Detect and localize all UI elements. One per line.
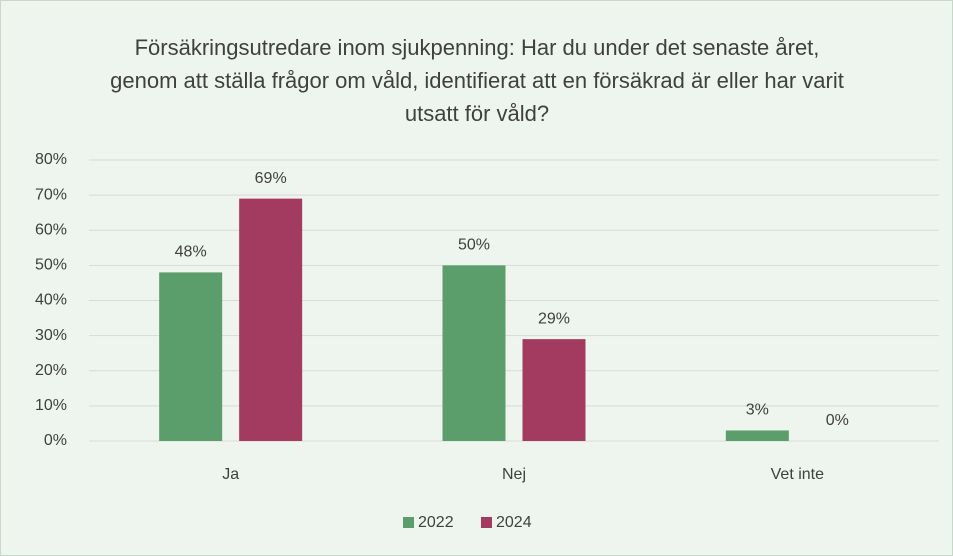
- value-label: 48%: [175, 244, 207, 261]
- value-label: 29%: [538, 310, 570, 327]
- chart-title: Försäkringsutredare inom sjukpenning: Ha…: [110, 35, 844, 126]
- value-label: 0%: [826, 412, 849, 429]
- y-tick-label: 30%: [35, 327, 67, 344]
- x-tick-label: Ja: [222, 466, 239, 483]
- value-label: 69%: [255, 170, 287, 187]
- value-label: 50%: [458, 237, 490, 254]
- bar: [239, 198, 303, 441]
- y-tick-label: 80%: [35, 151, 67, 168]
- value-label: 3%: [746, 402, 769, 419]
- y-tick-label: 20%: [35, 362, 67, 379]
- bar: [442, 265, 506, 441]
- y-tick-label: 60%: [35, 221, 67, 238]
- legend-swatch: [481, 517, 492, 528]
- bar: [725, 430, 789, 441]
- x-tick-label: Vet inte: [771, 466, 824, 483]
- legend-label: 2022: [418, 514, 454, 531]
- y-tick-label: 70%: [35, 186, 67, 203]
- y-tick-label: 40%: [35, 292, 67, 309]
- y-tick-label: 10%: [35, 397, 67, 414]
- legend-swatch: [403, 517, 414, 528]
- bar: [159, 272, 223, 441]
- bar: [522, 339, 586, 441]
- y-tick-label: 0%: [44, 432, 67, 449]
- y-tick-label: 50%: [35, 257, 67, 274]
- x-tick-label: Nej: [502, 466, 526, 483]
- legend-label: 2024: [496, 514, 532, 531]
